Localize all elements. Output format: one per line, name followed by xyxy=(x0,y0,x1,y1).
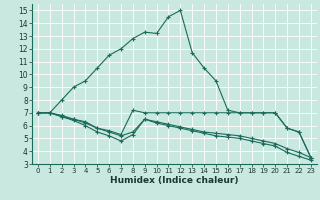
X-axis label: Humidex (Indice chaleur): Humidex (Indice chaleur) xyxy=(110,176,239,185)
